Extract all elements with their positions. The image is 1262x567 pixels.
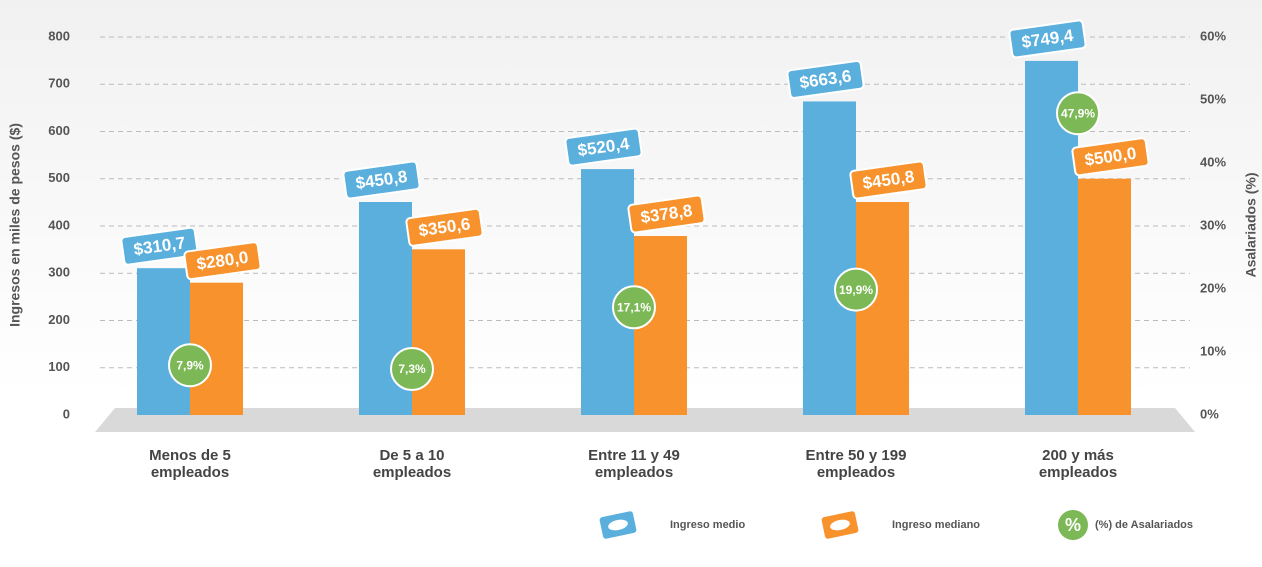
value-tag: $350,6 (405, 207, 484, 247)
value-tag-shape (342, 160, 421, 200)
x-tick-label: De 5 a 10 empleados (372, 447, 452, 481)
percent-label: 17,1% (617, 300, 651, 314)
value-tag-shape (564, 127, 643, 167)
y-tick-label: 800 (48, 28, 70, 43)
value-tag: $520,4 (564, 127, 643, 167)
legend-label: (%) de Asalariados (1095, 519, 1193, 531)
y-tick-label: 200 (48, 312, 70, 327)
bar (412, 249, 465, 415)
bar (803, 101, 856, 415)
legend-label: Ingreso medio (670, 519, 745, 531)
y-tick-label: 100 (48, 359, 70, 374)
legend-tag-hole (608, 519, 628, 531)
value-tag: $310,7 (120, 226, 199, 266)
legend-symbol (599, 511, 637, 539)
value-tag: $280,0 (183, 241, 262, 281)
y2-tick-label: 40% (1200, 154, 1226, 169)
y-tick-label: 0 (63, 406, 70, 421)
percent-label: 7,3% (398, 362, 426, 376)
percent-label: 19,9% (839, 283, 873, 297)
y2-tick-label: 0% (1200, 406, 1219, 421)
value-tag-shape (1008, 19, 1087, 59)
y2-tick-label: 50% (1200, 91, 1226, 106)
y2-tick-label: 20% (1200, 280, 1226, 295)
y-axis-label: Ingresos en miles de pesos ($) (7, 123, 23, 327)
value-tag: $450,8 (849, 160, 928, 200)
bar (1078, 178, 1131, 415)
x-tick-label: Entre 11 y 49 empleados (588, 447, 680, 481)
percent-marker (834, 267, 878, 312)
legend-symbol (821, 511, 859, 539)
percent-marker (612, 285, 656, 330)
value-tag-shape (786, 59, 865, 99)
value-tag-shape (120, 226, 199, 266)
y-tick-label: 600 (48, 123, 70, 138)
value-tag: $378,8 (627, 194, 706, 234)
legend-label: Ingreso mediano (892, 519, 980, 531)
value-tag-shape (405, 207, 484, 247)
value-tag: $663,6 (786, 59, 865, 99)
value-tag-shape (1071, 137, 1150, 177)
y-tick-label: 300 (48, 265, 70, 280)
percent-marker (1056, 91, 1100, 136)
y2-axis-label: Asalariados (%) (1243, 172, 1259, 277)
value-tag: $500,0 (1071, 137, 1150, 177)
percent-marker (390, 347, 434, 392)
x-tick-label: 200 y más empleados (1038, 447, 1118, 481)
legend-symbol (1058, 510, 1088, 540)
y2-tick-label: 60% (1200, 28, 1226, 43)
y-tick-label: 700 (48, 76, 70, 91)
y-tick-label: 500 (48, 170, 70, 185)
legend-symbol-text: % (1065, 515, 1081, 535)
percent-label: 47,9% (1061, 106, 1095, 120)
y2-tick-label: 10% (1200, 343, 1226, 358)
legend-tag-hole (830, 519, 850, 531)
value-tag-shape (627, 194, 706, 234)
y-tick-label: 400 (48, 217, 70, 232)
percent-marker (168, 343, 212, 388)
y2-tick-label: 30% (1200, 217, 1226, 232)
value-tag: $749,4 (1008, 19, 1087, 59)
value-tag-shape (183, 241, 262, 281)
value-tag: $450,8 (342, 160, 421, 200)
x-tick-label: Entre 50 y 199 empleados (805, 447, 907, 481)
bar (137, 268, 190, 415)
x-tick-label: Menos de 5 empleados (149, 447, 231, 481)
percent-label: 7,9% (176, 358, 204, 372)
value-tag-shape (849, 160, 928, 200)
